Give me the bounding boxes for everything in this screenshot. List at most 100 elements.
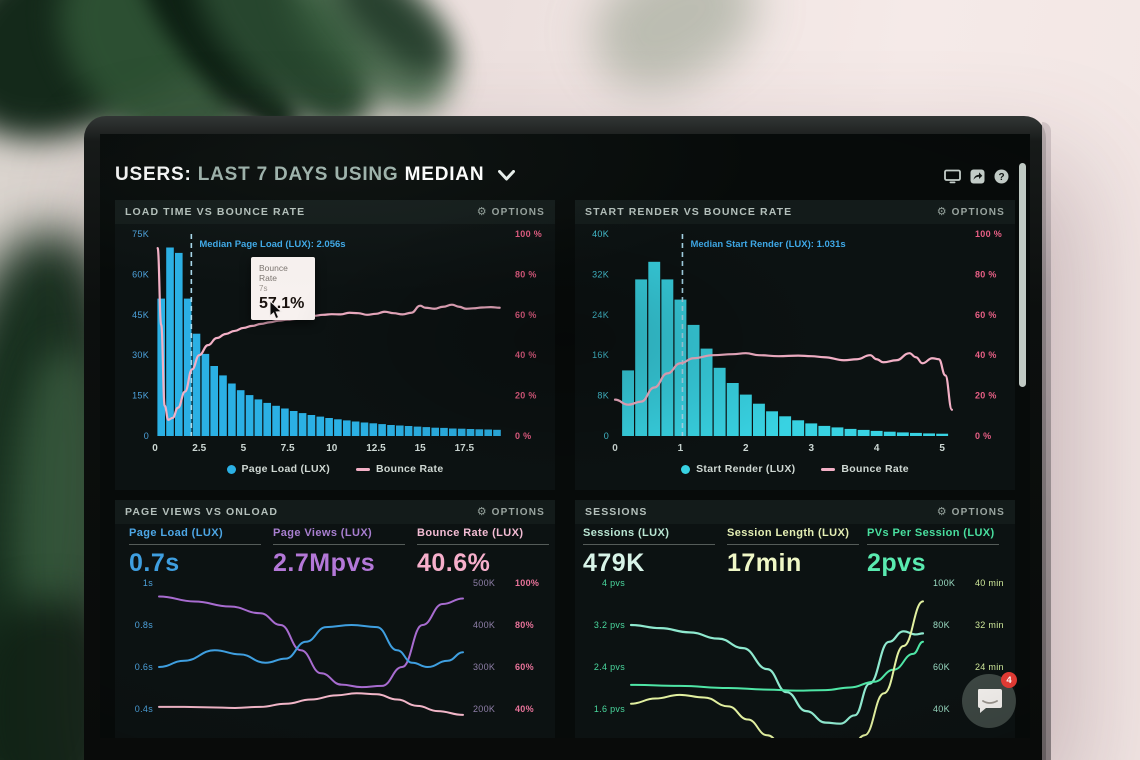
svg-text:16K: 16K	[592, 350, 609, 360]
svg-text:0: 0	[144, 431, 149, 441]
svg-text:0 %: 0 %	[515, 431, 531, 441]
svg-text:10: 10	[326, 443, 338, 454]
svg-text:40K: 40K	[592, 229, 609, 239]
panel-header: LOAD TIME VS BOUNCE RATE ⚙ OPTIONS	[115, 200, 555, 224]
monitor-icon[interactable]	[944, 169, 961, 184]
share-icon[interactable]	[970, 169, 985, 184]
svg-text:80%: 80%	[515, 620, 534, 630]
svg-text:24K: 24K	[592, 310, 609, 320]
svg-text:Median Start Render (LUX): 1.0: Median Start Render (LUX): 1.031s	[690, 239, 845, 250]
metric-underline	[273, 544, 405, 545]
svg-text:7.5: 7.5	[281, 443, 295, 454]
svg-text:60%: 60%	[515, 662, 534, 672]
leaf-blur	[223, 0, 387, 128]
panel-header: SESSIONS ⚙ OPTIONS	[575, 500, 1015, 524]
svg-text:4 pvs: 4 pvs	[602, 578, 625, 588]
svg-text:400K: 400K	[473, 620, 495, 630]
legend-bounce-rate[interactable]: Bounce Rate	[356, 463, 443, 475]
svg-text:20 %: 20 %	[515, 391, 537, 401]
svg-text:300K: 300K	[473, 662, 495, 672]
panel-title: LOAD TIME VS BOUNCE RATE	[125, 206, 306, 218]
svg-text:80 %: 80 %	[975, 269, 997, 279]
panel-start-render-vs-bounce-rate: START RENDER VS BOUNCE RATE ⚙ OPTIONS 0 8…	[575, 200, 1015, 490]
metric-underline	[583, 544, 715, 545]
laptop-side-edge	[1042, 122, 1051, 760]
chat-bubble-icon	[978, 689, 1002, 713]
panel-load-time-vs-bounce-rate: LOAD TIME VS BOUNCE RATE ⚙ OPTIONS 0 15K 3…	[115, 200, 555, 490]
mouse-cursor-icon	[269, 301, 283, 320]
options-button[interactable]: ⚙ OPTIONS	[476, 505, 545, 518]
svg-text:?: ?	[998, 172, 1004, 183]
legend-dot-swatch	[681, 464, 691, 474]
svg-text:0: 0	[612, 443, 618, 454]
metric-sessions: Sessions (LUX) 479K	[583, 527, 715, 578]
options-button[interactable]: ⚙ OPTIONS	[936, 505, 1005, 518]
chat-launcher-button[interactable]: 4	[962, 672, 1017, 728]
help-icon[interactable]: ?	[994, 169, 1009, 184]
svg-text:Median Page Load (LUX): 2.056s: Median Page Load (LUX): 2.056s	[199, 239, 345, 250]
svg-text:40%: 40%	[515, 704, 534, 714]
svg-text:45K: 45K	[132, 310, 149, 320]
legend-bounce-rate[interactable]: Bounce Rate	[821, 463, 909, 475]
laptop: USERS: LAST 7 DAYS USING MEDIAN ? LOAD T…	[84, 116, 1046, 760]
panel-header: START RENDER VS BOUNCE RATE ⚙ OPTIONS	[575, 200, 1015, 224]
svg-text:0: 0	[604, 431, 609, 441]
svg-text:200K: 200K	[473, 704, 495, 714]
svg-text:80 %: 80 %	[515, 269, 537, 279]
metric-bounce-rate: Bounce Rate (LUX) 40.6%	[417, 527, 549, 578]
gear-icon: ⚙	[476, 205, 487, 218]
metric-underline	[417, 544, 549, 545]
svg-text:0.6s: 0.6s	[135, 662, 153, 672]
legend-start-render[interactable]: Start Render (LUX)	[681, 463, 795, 475]
svg-text:100 %: 100 %	[975, 229, 1002, 239]
chart-tooltip: Bounce Rate 7s 57.1%	[251, 257, 315, 320]
svg-text:60K: 60K	[933, 662, 950, 672]
svg-text:60K: 60K	[132, 269, 149, 279]
svg-text:0.4s: 0.4s	[135, 704, 153, 714]
title-users: USERS:	[115, 164, 192, 185]
svg-text:5: 5	[939, 443, 945, 454]
dashboard-title-dropdown[interactable]: USERS: LAST 7 DAYS USING MEDIAN	[115, 164, 516, 186]
svg-text:500K: 500K	[473, 578, 495, 588]
panel-title: SESSIONS	[585, 506, 648, 518]
svg-text:2.4 pvs: 2.4 pvs	[594, 662, 625, 672]
legend-line-swatch	[821, 467, 836, 471]
svg-text:30K: 30K	[132, 350, 149, 360]
options-button[interactable]: ⚙ OPTIONS	[476, 205, 545, 218]
legend-page-load[interactable]: Page Load (LUX)	[226, 463, 331, 475]
panel-page-views-vs-onload: PAGE VIEWS VS ONLOAD ⚙ OPTIONS Page Load…	[115, 500, 555, 738]
svg-text:17.5: 17.5	[455, 443, 475, 454]
svg-text:1.6 pvs: 1.6 pvs	[594, 704, 625, 714]
panel-title: START RENDER VS BOUNCE RATE	[585, 206, 793, 218]
svg-text:40 %: 40 %	[515, 350, 537, 360]
svg-text:3: 3	[808, 443, 814, 454]
load-time-histogram-chart[interactable]: 0 15K 30K 45K 60K 75K 0 % 20 % 40 % 60 % 80 % 100 %…	[115, 224, 555, 462]
gear-icon: ⚙	[936, 505, 947, 518]
svg-text:12.5: 12.5	[366, 443, 386, 454]
svg-text:1: 1	[678, 443, 684, 454]
svg-text:15: 15	[415, 443, 427, 454]
svg-text:15K: 15K	[132, 391, 149, 401]
svg-text:32 min: 32 min	[975, 620, 1004, 630]
panel-sessions: SESSIONS ⚙ OPTIONS Sessions (LUX) 479K S…	[575, 500, 1015, 738]
gear-icon: ⚙	[476, 505, 487, 518]
sessions-line-chart[interactable]: 4 pvs 3.2 pvs 2.4 pvs 1.6 pvs 100K 80K 60K 40K 4…	[575, 576, 1015, 738]
panel-header: PAGE VIEWS VS ONLOAD ⚙ OPTIONS	[115, 500, 555, 524]
metric-page-views: Page Views (LUX) 2.7Mpvs	[273, 527, 405, 578]
metric-underline	[129, 544, 261, 545]
chevron-down-icon[interactable]	[498, 170, 516, 181]
options-button[interactable]: ⚙ OPTIONS	[936, 205, 1005, 218]
svg-text:100K: 100K	[933, 578, 955, 588]
legend-line-swatch	[356, 467, 371, 471]
svg-text:100 %: 100 %	[515, 229, 542, 239]
svg-text:1s: 1s	[143, 578, 153, 588]
svg-text:60 %: 60 %	[515, 310, 537, 320]
vertical-scrollbar-thumb[interactable]	[1019, 163, 1026, 387]
page-views-onload-line-chart[interactable]: 1s 0.8s 0.6s 0.4s 500K 400K 300K 200K 100% 80% 60%…	[115, 576, 555, 738]
svg-text:40 %: 40 %	[975, 350, 997, 360]
leaf-blur	[322, 0, 468, 90]
metric-session-length: Session Length (LUX) 17min	[727, 527, 859, 578]
start-render-histogram-chart[interactable]: 0 8K 16K 24K 32K 40K 0 % 20 % 40 % 60 % 80 % 100 % 0…	[575, 224, 1015, 462]
svg-text:3.2 pvs: 3.2 pvs	[594, 620, 625, 630]
svg-text:2.5: 2.5	[192, 443, 206, 454]
